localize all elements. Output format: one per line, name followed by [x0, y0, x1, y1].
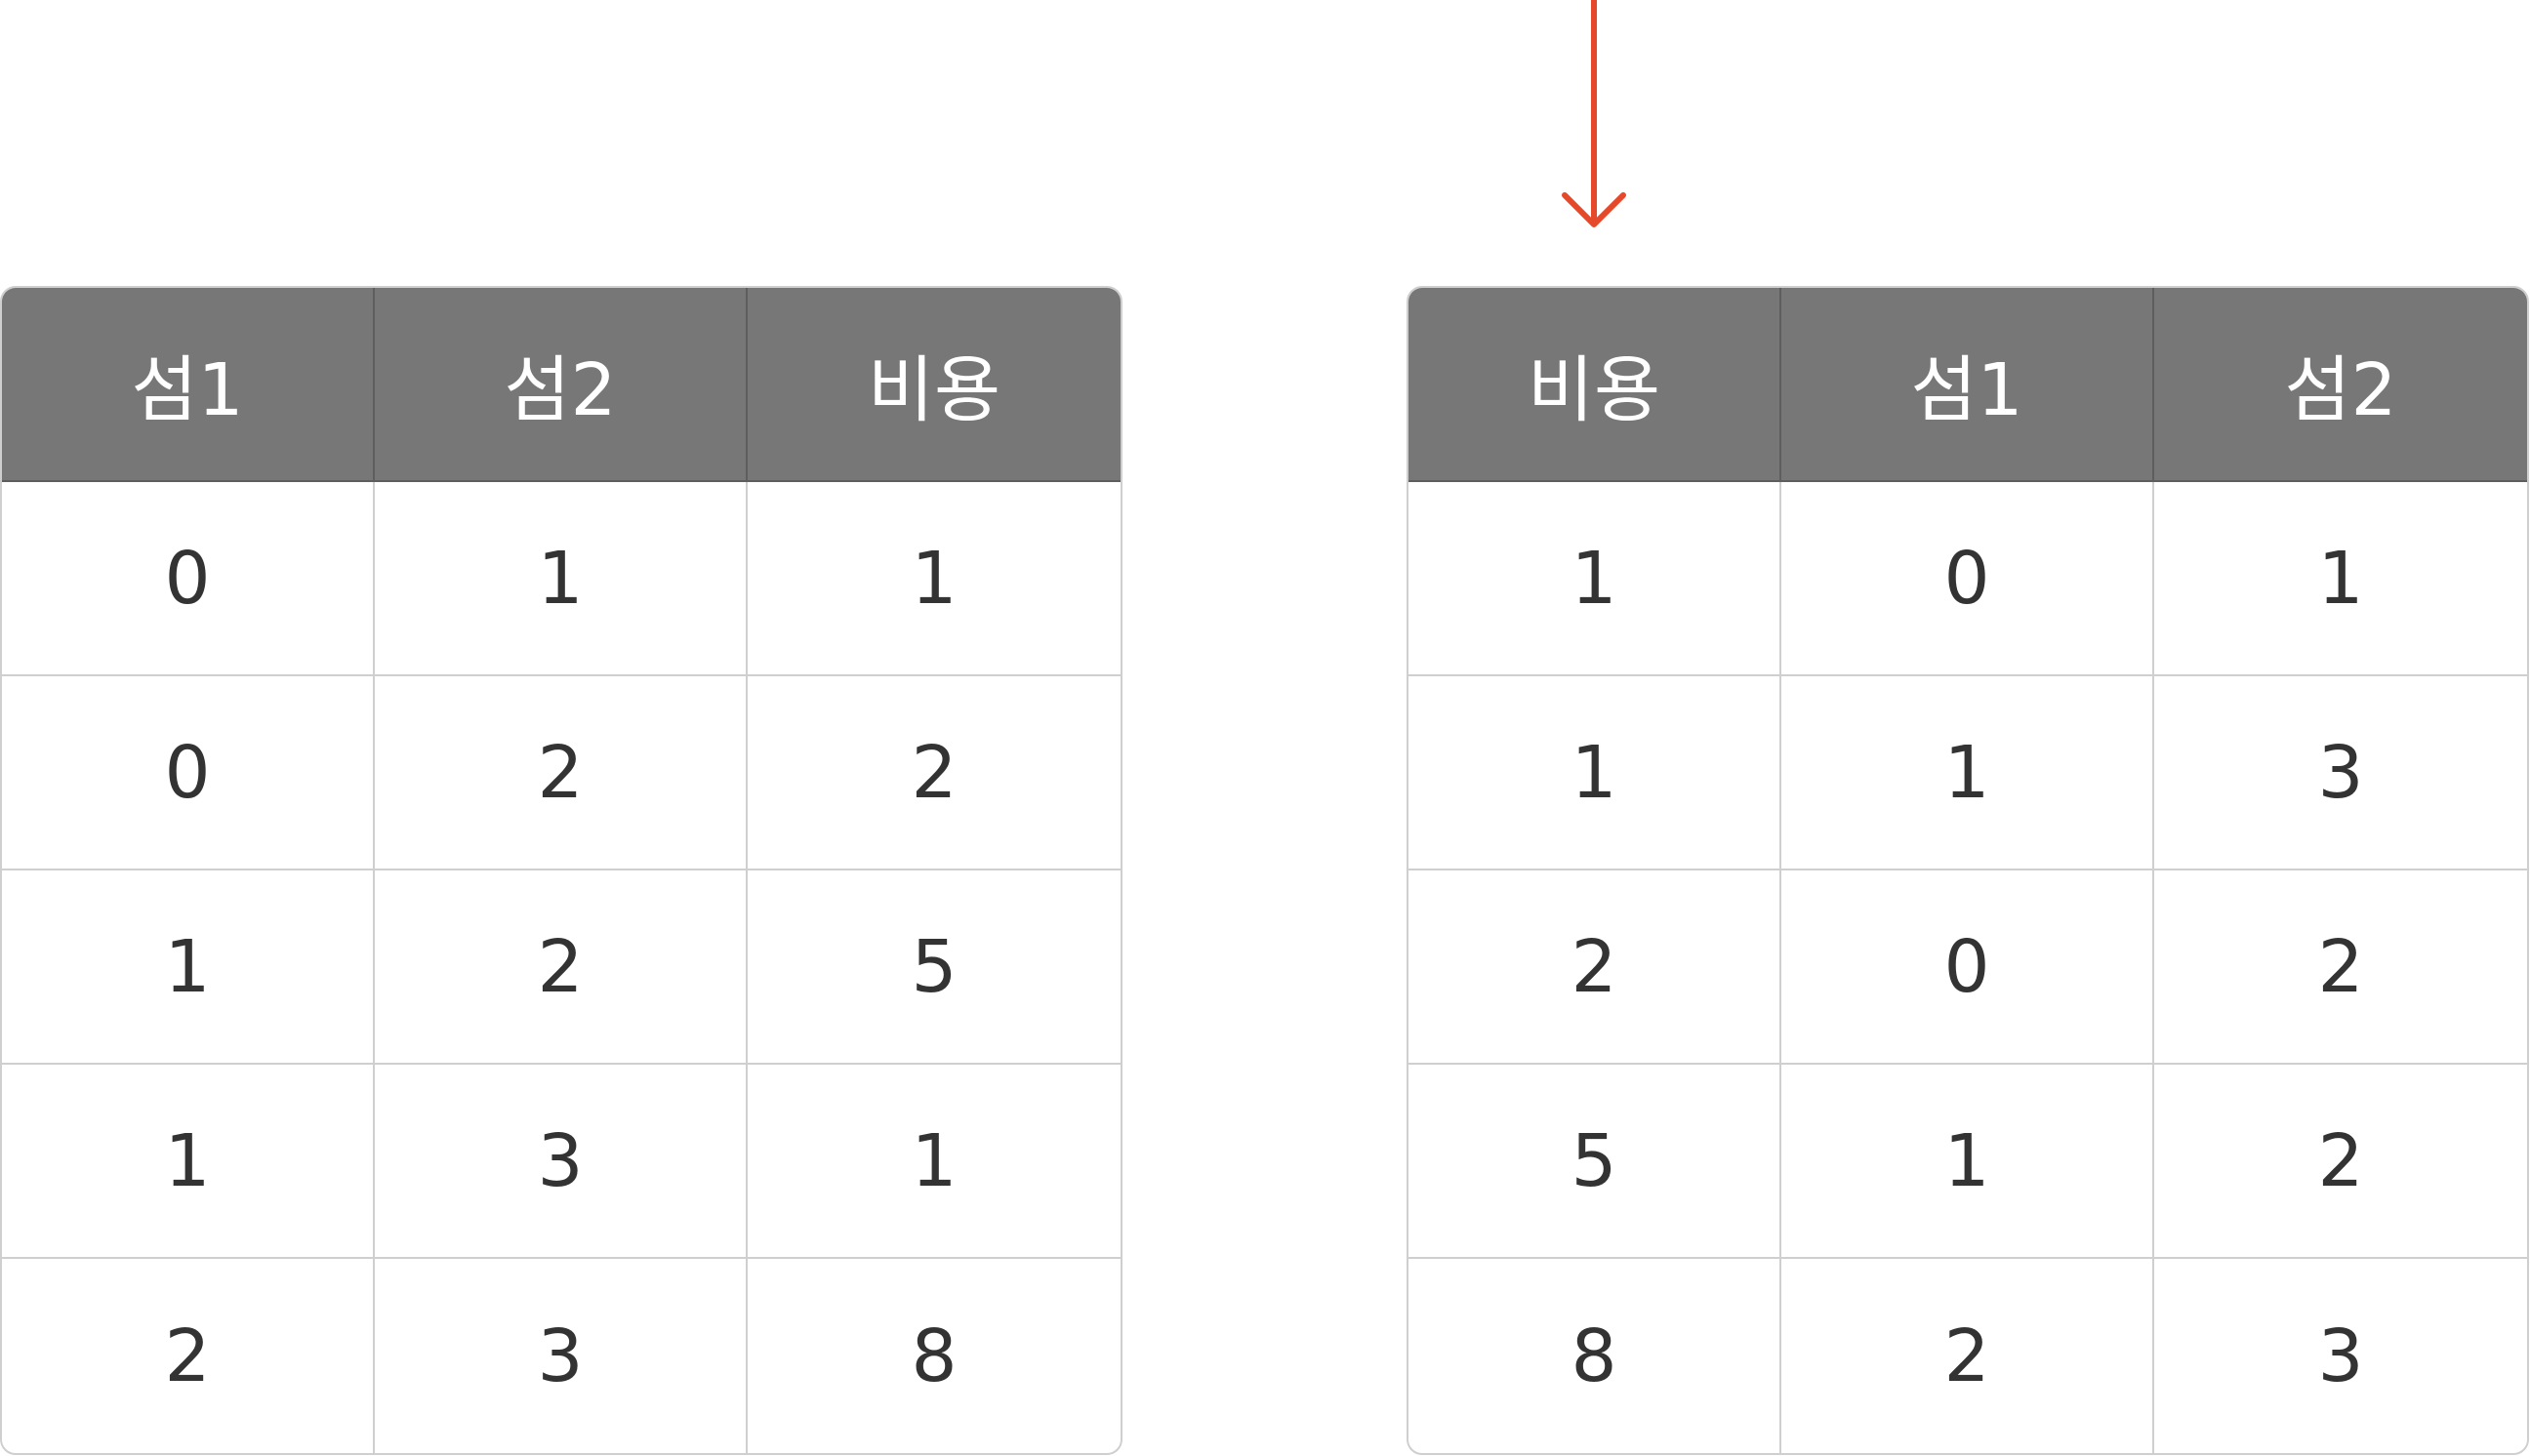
- left-table-cell: 2: [375, 870, 748, 1065]
- down-arrow-icon: [1562, 0, 1626, 227]
- right-table-cell: 2: [2154, 870, 2527, 1065]
- left-table-header-cell: 섬1: [2, 288, 375, 482]
- right-table-cell: 2: [2154, 1065, 2527, 1259]
- left-table-cell: 1: [2, 870, 375, 1065]
- right-table-cell: 3: [2154, 676, 2527, 870]
- left-table-cell: 8: [911, 1314, 958, 1398]
- right-table-cell: 2: [1408, 870, 1781, 1065]
- left-table: 섬1 섬2 비용 0 1 1 0 2 2 1 2 5 1 3 1 2 3 8: [0, 286, 1122, 1455]
- right-table: 비용 섬1 섬2 1 0 1 1 1 3 2 0 2 5 1 2 8 2 3: [1407, 286, 2529, 1455]
- left-table-cell: 3: [375, 1065, 748, 1259]
- right-table-cell: 1: [1408, 676, 1781, 870]
- left-table-cell: 2: [748, 676, 1121, 870]
- left-table-cell: 0: [2, 676, 375, 870]
- left-table-cell: 2: [2, 1259, 375, 1453]
- right-table-cell: 8: [1408, 1259, 1781, 1453]
- right-table-header-cell: 비용: [1408, 288, 1781, 482]
- left-table-cell: 1: [375, 482, 748, 676]
- left-table-cell: 3: [375, 1259, 748, 1453]
- left-table-cell: 1: [748, 482, 1121, 676]
- right-table-cell: 1: [1408, 482, 1781, 676]
- right-table-cell: 1: [1781, 1065, 2154, 1259]
- right-table-header-cell: 섬1: [1781, 288, 2154, 482]
- left-table-cell: 0: [2, 482, 375, 676]
- right-table-cell: 3: [2317, 1314, 2364, 1398]
- right-table-cell: 0: [1781, 870, 2154, 1065]
- left-table-cell: 2: [375, 676, 748, 870]
- left-table-header-cell: 비용: [748, 288, 1121, 482]
- left-table-cell: 1: [2, 1065, 375, 1259]
- right-table-header-cell: 섬2: [2154, 288, 2527, 482]
- right-table-cell: 0: [1781, 482, 2154, 676]
- right-table-cell: 2: [1781, 1259, 2154, 1453]
- right-table-cell: 1: [2154, 482, 2527, 676]
- left-table-cell: 5: [748, 870, 1121, 1065]
- left-table-cell: 1: [748, 1065, 1121, 1259]
- right-table-cell: 1: [1781, 676, 2154, 870]
- left-table-header-cell: 섬2: [375, 288, 748, 482]
- right-table-cell: 5: [1408, 1065, 1781, 1259]
